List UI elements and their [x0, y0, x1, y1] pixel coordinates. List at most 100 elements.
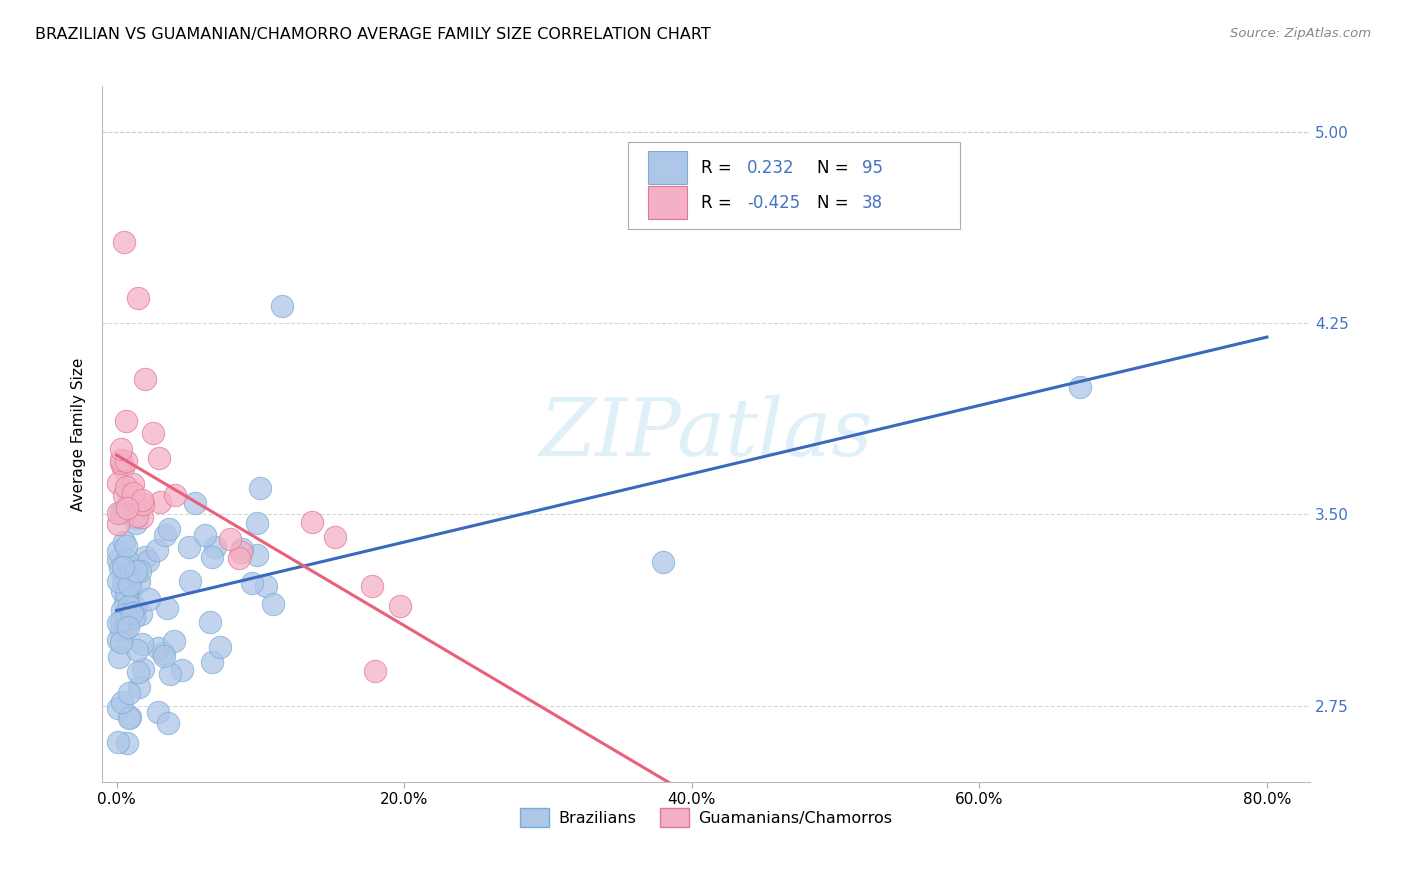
Point [141, 425, 163, 440]
Point [136, 554, 159, 568]
Point [115, 570, 138, 584]
Point [110, 634, 132, 648]
Point [184, 496, 207, 510]
Point [323, 530, 346, 544]
Point [107, 574, 129, 588]
Point [301, 515, 323, 529]
Point [254, 578, 277, 592]
Point [146, 641, 169, 656]
Point [107, 633, 129, 648]
Point [108, 649, 131, 664]
Point [111, 695, 134, 709]
Point [111, 560, 134, 574]
Point [127, 498, 149, 512]
Point [127, 508, 149, 523]
Point [110, 505, 132, 519]
Point [118, 599, 141, 613]
Point [132, 662, 155, 676]
Point [159, 666, 181, 681]
Point [114, 558, 136, 572]
Point [125, 565, 148, 579]
Point [198, 615, 221, 629]
Point [153, 528, 176, 542]
Point [201, 655, 224, 669]
Text: -0.425: -0.425 [747, 194, 800, 211]
Point [118, 578, 141, 592]
Point [177, 541, 200, 555]
Point [179, 574, 201, 589]
Text: N =: N = [817, 194, 855, 211]
Text: BRAZILIAN VS GUAMANIAN/CHAMORRO AVERAGE FAMILY SIZE CORRELATION CHART: BRAZILIAN VS GUAMANIAN/CHAMORRO AVERAGE … [35, 27, 711, 42]
Point [271, 298, 294, 312]
Text: 38: 38 [862, 194, 883, 211]
Point [246, 548, 269, 562]
Point [107, 701, 129, 715]
Point [120, 565, 142, 579]
Point [1069, 380, 1091, 394]
Point [115, 585, 138, 599]
Point [134, 372, 156, 386]
Text: R =: R = [702, 194, 737, 211]
Point [364, 664, 387, 678]
Point [165, 488, 187, 502]
Point [134, 549, 156, 564]
Point [146, 543, 169, 558]
Point [262, 597, 284, 611]
Point [111, 603, 134, 617]
Point [114, 534, 136, 549]
Point [124, 599, 146, 614]
Point [219, 533, 242, 547]
Point [125, 511, 148, 525]
Point [114, 586, 136, 600]
Point [231, 541, 253, 556]
Point [228, 551, 250, 566]
Point [131, 493, 153, 508]
Point [204, 540, 226, 554]
Point [122, 610, 145, 624]
Point [118, 560, 141, 574]
Point [121, 607, 143, 621]
Point [127, 291, 149, 305]
Point [117, 620, 139, 634]
Point [127, 642, 149, 657]
Point [157, 715, 180, 730]
Point [148, 450, 170, 465]
Point [117, 575, 139, 590]
Point [149, 494, 172, 508]
Text: N =: N = [817, 159, 855, 177]
Point [111, 583, 134, 598]
Point [752, 844, 775, 858]
Point [117, 603, 139, 617]
Point [121, 598, 143, 612]
Point [114, 596, 136, 610]
Point [112, 503, 135, 517]
Point [115, 501, 138, 516]
Point [163, 633, 186, 648]
Point [117, 711, 139, 725]
Point [156, 601, 179, 615]
Point [361, 579, 384, 593]
Text: 0.232: 0.232 [747, 159, 794, 177]
FancyBboxPatch shape [648, 151, 686, 185]
Point [128, 680, 150, 694]
Text: 95: 95 [862, 159, 883, 177]
Point [121, 486, 143, 500]
Point [209, 640, 232, 654]
Point [107, 517, 129, 532]
Point [231, 545, 253, 559]
Point [115, 612, 138, 626]
Point [110, 452, 132, 467]
Text: Source: ZipAtlas.com: Source: ZipAtlas.com [1230, 27, 1371, 40]
Legend: Brazilians, Guamanians/Chamorros: Brazilians, Guamanians/Chamorros [513, 802, 898, 833]
Point [246, 516, 269, 530]
Point [112, 488, 135, 502]
Point [153, 648, 176, 663]
Point [157, 522, 180, 536]
Point [146, 705, 169, 719]
Point [114, 622, 136, 636]
Point [124, 516, 146, 530]
Point [131, 510, 153, 524]
Point [117, 686, 139, 700]
Point [115, 735, 138, 749]
Point [111, 461, 134, 475]
